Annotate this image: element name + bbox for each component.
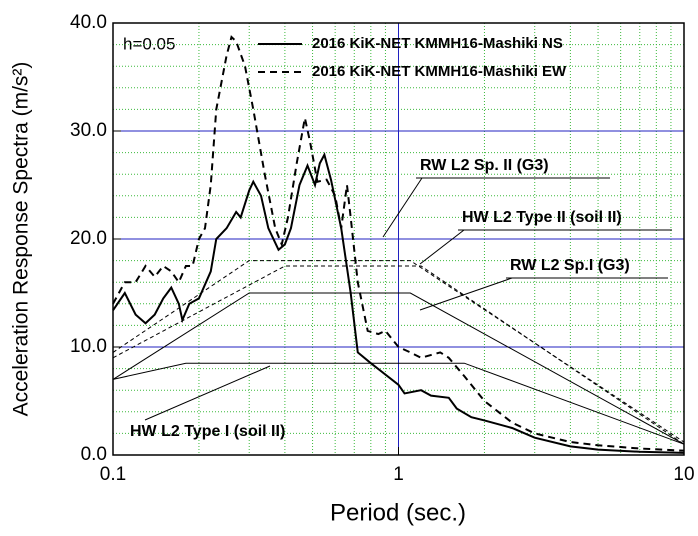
callout-line [419, 277, 513, 311]
plot-frame [112, 22, 685, 456]
y-tick-label: 0.0 [81, 444, 107, 465]
x-tick-label: 0.1 [100, 464, 126, 485]
series-callout: HW L2 Type II (soil II) [462, 209, 622, 226]
series-callout: RW L2 Sp. II (G3) [420, 157, 549, 174]
series-line [112, 292, 685, 445]
y-tick-label: 30.0 [70, 120, 107, 141]
legend-label: 2016 KiK-NET KMMH16-Mashiki NS [312, 35, 563, 52]
series-callout: HW L2 Type I (soil II) [130, 423, 285, 440]
series-line [112, 265, 685, 445]
y-tick-label: 10.0 [70, 336, 107, 357]
x-axis-title: Period (sec.) [330, 499, 466, 526]
y-tick-label: 40.0 [70, 12, 107, 33]
callout-line [419, 229, 465, 265]
x-tick-label: 10 [673, 464, 694, 485]
x-tick-label: 1 [393, 464, 404, 485]
callout-line [382, 177, 423, 238]
legend-label: 2016 KiK-NET KMMH16-Mashiki EW [312, 63, 567, 80]
y-tick-label: 20.0 [70, 228, 107, 249]
series-line [112, 152, 685, 454]
series-line [112, 362, 685, 445]
annotation: h=0.05 [123, 34, 175, 53]
y-axis-title: Acceleration Response Spectra (m/s²) [10, 62, 33, 417]
series-callout: RW L2 Sp.I (G3) [510, 257, 630, 274]
callout-line [144, 365, 271, 421]
series-line [112, 35, 685, 452]
